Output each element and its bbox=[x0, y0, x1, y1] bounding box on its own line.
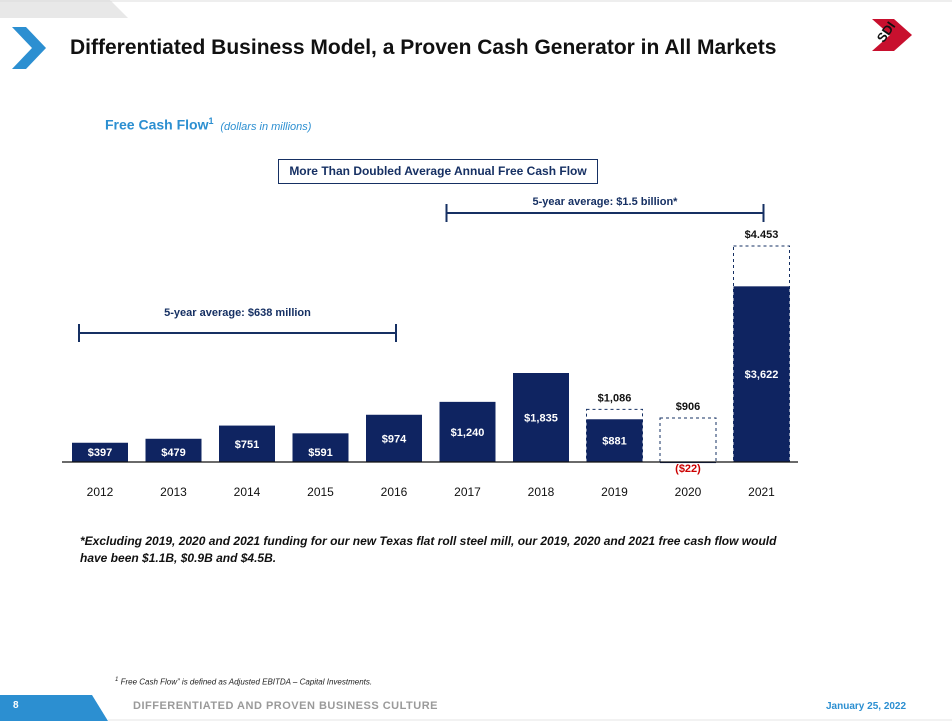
adjusted-total-label-2019: $1,086 bbox=[598, 392, 632, 404]
x-tick-label-2019: 2019 bbox=[601, 485, 628, 499]
free-cash-flow-chart: $1,086 $906 $4.453 $397 $479 $751 $591 $974 $1,2… bbox=[62, 196, 798, 499]
bar-2012 bbox=[72, 442, 128, 462]
footer-tagline: DIFFERENTIATED AND PROVEN BUSINESS CULTU… bbox=[133, 700, 438, 712]
bar-value-label-2018: $1,835 bbox=[524, 413, 558, 425]
bar-2016 bbox=[366, 414, 422, 462]
x-tick-label-2013: 2013 bbox=[160, 485, 187, 499]
adjusted-total-box-2020 bbox=[659, 417, 717, 463]
chevron-right-icon bbox=[12, 27, 46, 69]
bar-value-label-2016: $974 bbox=[382, 433, 407, 445]
page-number: 8 bbox=[13, 700, 19, 711]
adjusted-total-label-2021: $4.453 bbox=[745, 229, 779, 241]
bar-value-label-2021: $3,622 bbox=[745, 369, 779, 381]
subtitle-superscript: 1 bbox=[208, 116, 214, 126]
bar-value-label-2013: $479 bbox=[161, 447, 185, 459]
x-tick-label-2021: 2021 bbox=[748, 485, 775, 499]
x-tick-label-2015: 2015 bbox=[307, 485, 334, 499]
top-decoration-bar bbox=[0, 0, 952, 18]
page-title: Differentiated Business Model, a Proven … bbox=[70, 36, 777, 59]
bar-value-label-2020: ($22) bbox=[675, 463, 701, 475]
bar-value-label-2017: $1,240 bbox=[451, 427, 485, 439]
x-tick-label-2016: 2016 bbox=[381, 485, 408, 499]
bar-2018 bbox=[513, 373, 569, 462]
subtitle-unit: (dollars in millions) bbox=[220, 120, 312, 133]
footer-bar bbox=[0, 695, 952, 721]
adjusted-total-label-2020: $906 bbox=[676, 401, 700, 413]
bar-2017 bbox=[439, 401, 496, 462]
footer-date: January 25, 2022 bbox=[826, 701, 907, 712]
bar-2013 bbox=[145, 438, 202, 462]
bar-value-label-2014: $751 bbox=[235, 439, 259, 451]
footnote: *Excluding 2019, 2020 and 2021 funding f… bbox=[80, 534, 777, 565]
company-logo: SDI bbox=[872, 19, 912, 51]
x-tick-label-2018: 2018 bbox=[528, 485, 555, 499]
bar-2015 bbox=[292, 433, 349, 462]
definition-text: Free Cash Flow” is defined as Adjusted E… bbox=[118, 677, 373, 687]
subtitle-text: Free Cash Flow bbox=[105, 116, 209, 133]
average-label-2: 5-year average: $1.5 billion* bbox=[533, 196, 679, 208]
bar-2019 bbox=[586, 419, 643, 462]
x-tick-label-2017: 2017 bbox=[454, 485, 481, 499]
x-tick-label-2020: 2020 bbox=[675, 485, 702, 499]
x-tick-label-2014: 2014 bbox=[234, 485, 261, 499]
average-label-1: 5-year average: $638 million bbox=[164, 307, 311, 319]
definition-superscript: 1 bbox=[115, 677, 119, 683]
bar-2014 bbox=[219, 425, 275, 462]
definition-note: 1 Free Cash Flow” is defined as Adjusted… bbox=[115, 677, 372, 687]
chart-subtitle: Free Cash Flow1 (dollars in millions) bbox=[105, 116, 311, 133]
bar-value-label-2019: $881 bbox=[602, 436, 626, 448]
bar-2021 bbox=[733, 286, 790, 462]
bar-value-label-2015: $591 bbox=[308, 447, 332, 459]
callout-box: More Than Doubled Average Annual Free Ca… bbox=[278, 159, 598, 184]
bar-value-label-2012: $397 bbox=[88, 447, 112, 459]
x-tick-label-2012: 2012 bbox=[87, 485, 114, 499]
